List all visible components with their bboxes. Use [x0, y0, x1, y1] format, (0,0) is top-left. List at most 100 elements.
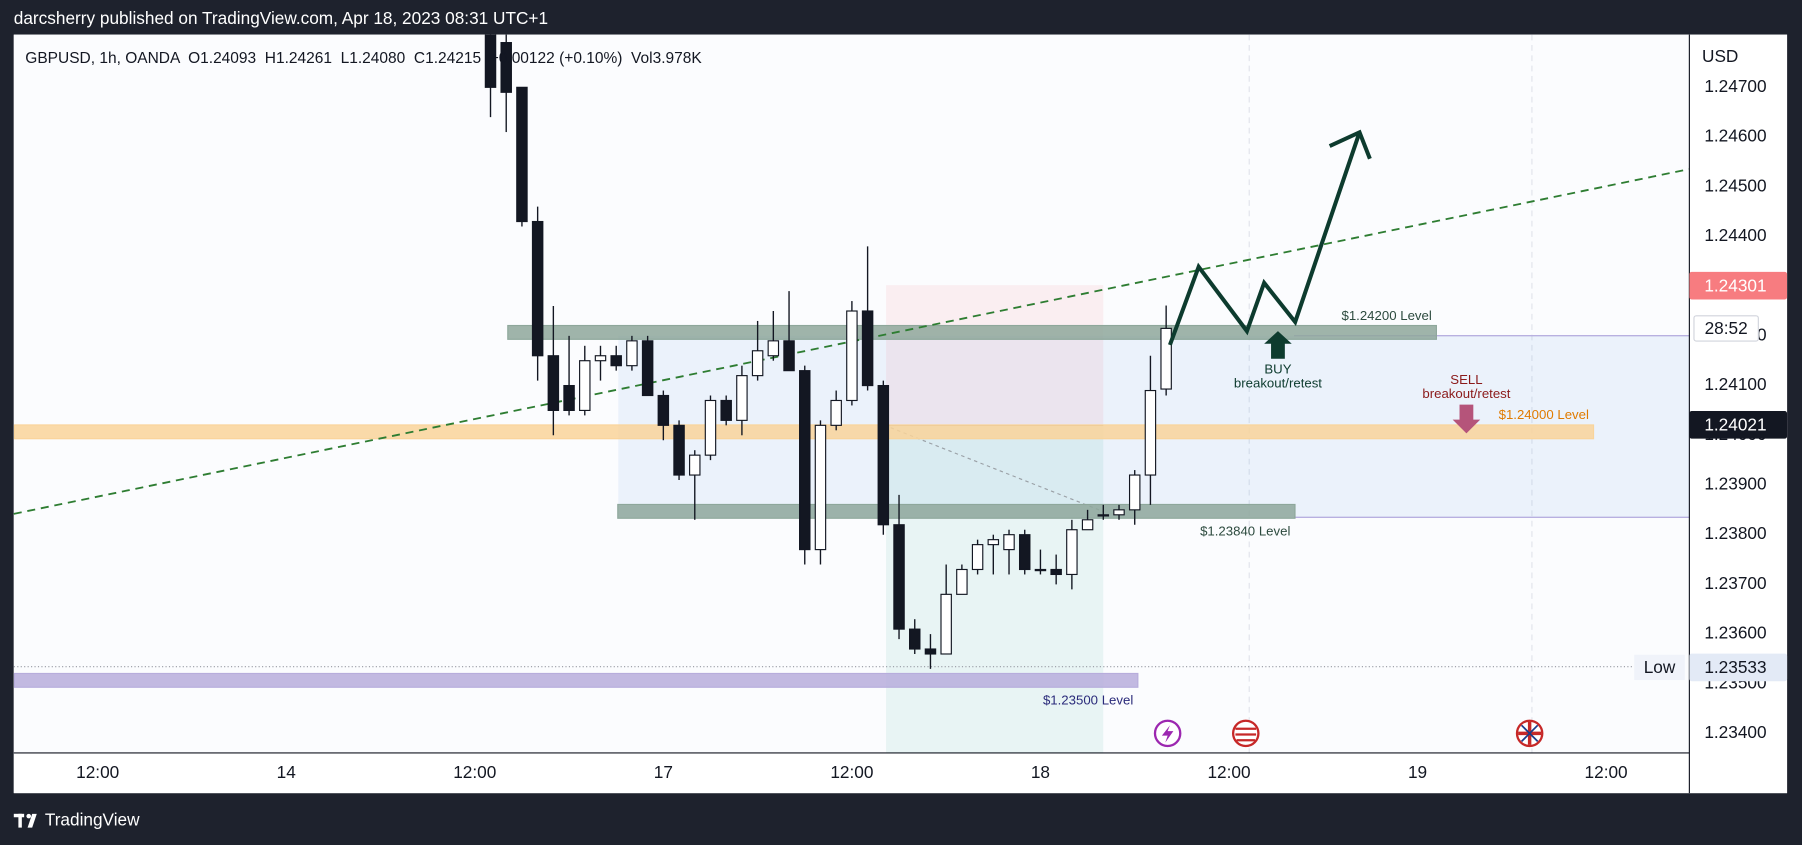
candle-body: [1003, 534, 1015, 551]
x-tick-label: 17: [654, 762, 673, 782]
tag-text: Low: [1644, 657, 1676, 677]
projection-arrowhead: [1328, 129, 1372, 160]
candle-body: [626, 340, 638, 367]
candle-body: [736, 375, 748, 421]
candle-body: [1050, 568, 1062, 576]
x-tick-label: 12:00: [1585, 762, 1628, 782]
y-tick-label: 1.24600: [1704, 126, 1766, 146]
y-tick-label: 1.24400: [1704, 225, 1766, 245]
candle-body: [924, 648, 937, 655]
x-tick-label: 14: [277, 762, 297, 782]
candle-body: [1113, 509, 1125, 516]
candle-body: [594, 355, 607, 362]
position-target: [886, 425, 1104, 753]
candle-body: [940, 593, 952, 655]
footer-text: TradingView: [45, 809, 140, 829]
x-tick-label: 19: [1408, 762, 1427, 782]
footer-logo: [13, 813, 37, 828]
candle-body: [547, 355, 560, 411]
header-text: darcsherry published on TradingView.com,…: [14, 8, 548, 28]
candle-body: [484, 34, 497, 88]
candle-body: [956, 568, 968, 595]
candle-body: [531, 220, 544, 357]
candle-body: [751, 350, 764, 377]
tag-box: [1634, 654, 1685, 681]
sell-arrow: [1452, 404, 1481, 434]
candle-body: [1066, 529, 1078, 576]
candle-body: [563, 384, 575, 411]
x-tick-label: 12:00: [830, 762, 873, 782]
candle-body: [767, 340, 780, 357]
position-stop: [886, 285, 1104, 426]
candle-body: [500, 42, 512, 93]
price-badge-text: 1.23533: [1704, 657, 1766, 677]
price-badge: [1689, 653, 1788, 682]
y-tick-label: 1.23700: [1704, 573, 1766, 593]
candle-body: [814, 424, 827, 551]
candle-body: [1034, 568, 1047, 572]
candle-body: [1018, 534, 1031, 571]
candle-body: [861, 310, 874, 387]
candle-body: [641, 340, 654, 397]
candle-body: [830, 399, 842, 426]
logo-part: [18, 813, 22, 828]
candle-body: [893, 524, 905, 630]
projection-path: [1168, 131, 1362, 346]
candle-body: [909, 628, 921, 650]
buy-sublabel: breakout/retest: [1234, 375, 1322, 390]
candle-body: [720, 399, 732, 421]
countdown-box: [1693, 315, 1759, 342]
y-tick-label: 1.23400: [1704, 722, 1766, 742]
candle-body: [1128, 474, 1141, 511]
header: darcsherry published on TradingView.com,…: [14, 8, 703, 829]
x-tick-label: 12:00: [76, 762, 119, 782]
level-zone: [507, 324, 1437, 340]
price-badges: 28:52 1.24301 1.24021 1.23533 Low: [1634, 271, 1788, 682]
candle-body: [516, 86, 528, 223]
price-badge-text: 1.24301: [1704, 275, 1766, 295]
sell-sublabel: breakout/retest: [1422, 386, 1510, 401]
candles: [484, 34, 1172, 669]
candle-body: [673, 424, 685, 476]
candle-body: [846, 310, 858, 402]
x-tick-label: 12:00: [1207, 762, 1250, 782]
symbol-legend: GBPUSD, 1h, OANDA O1.24093 H1.24261 L1.2…: [25, 50, 702, 67]
y-tick-label: 1.24500: [1704, 175, 1766, 195]
currency: USD: [1702, 46, 1738, 66]
axes: USD 1.234001.235001.236001.237001.238001…: [13, 34, 1788, 794]
level-label: $1.23500 Level: [1043, 693, 1133, 708]
time-axis: [13, 752, 1788, 794]
buy-label: BUY: [1264, 362, 1291, 377]
y-tick-label: 1.23900: [1704, 474, 1766, 494]
candle-body: [1081, 519, 1094, 531]
candle-body: [877, 384, 890, 526]
y-tick-label: 1.24700: [1704, 76, 1766, 96]
y-tick-label: 1.24100: [1704, 374, 1766, 394]
candle-body: [704, 399, 717, 456]
level-label: $1.23840 Level: [1200, 524, 1290, 539]
logo-part: [26, 813, 32, 819]
candle-body: [657, 394, 670, 426]
sell-label: SELL: [1450, 372, 1482, 387]
candle-body: [987, 539, 1000, 546]
price-badge: [1689, 411, 1788, 439]
candle-body: [579, 360, 591, 411]
level-label: $1.24200 Level: [1341, 308, 1431, 323]
x-tick-label: 18: [1031, 762, 1050, 782]
price-badge: [1689, 271, 1788, 300]
price-axis: [1689, 34, 1788, 753]
candle-body: [689, 454, 701, 476]
buy-arrow: [1264, 331, 1292, 359]
countdown: 28:52: [1705, 318, 1748, 338]
level-label: $1.24000 Level: [1499, 407, 1589, 422]
logo-part: [27, 813, 37, 828]
y-tick-label: 1.23800: [1704, 523, 1766, 543]
candle-body: [1097, 514, 1110, 517]
level-zone: [13, 672, 1139, 688]
candle-body: [1144, 389, 1157, 476]
candle-body: [971, 544, 984, 571]
candle-body: [783, 340, 795, 372]
